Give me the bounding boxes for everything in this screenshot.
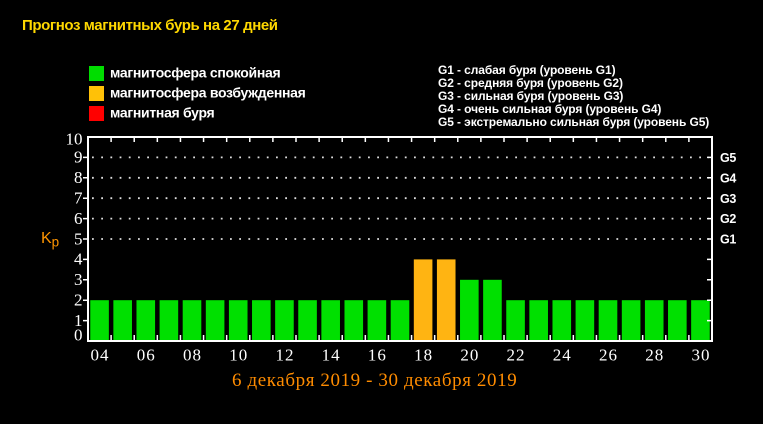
svg-text:22: 22: [507, 346, 526, 365]
svg-text:G4: G4: [720, 171, 736, 185]
svg-text:Прогноз магнитных бурь на 27 д: Прогноз магнитных бурь на 27 дней: [22, 17, 278, 34]
svg-text:G1 - слабая буря (уровень G1): G1 - слабая буря (уровень G1): [438, 63, 616, 77]
svg-text:6: 6: [74, 209, 83, 228]
svg-text:28: 28: [645, 346, 664, 365]
svg-text:14: 14: [322, 346, 341, 365]
svg-text:G2: G2: [720, 212, 736, 226]
svg-text:G1: G1: [720, 233, 736, 247]
svg-text:G2 - средняя буря (уровень G2): G2 - средняя буря (уровень G2): [438, 76, 623, 90]
svg-text:4: 4: [74, 250, 83, 269]
svg-text:0: 0: [74, 326, 83, 345]
svg-text:G5 - экстремально сильная буря: G5 - экстремально сильная буря (уровень …: [438, 115, 709, 129]
svg-text:10: 10: [66, 130, 83, 149]
svg-text:16: 16: [368, 346, 387, 365]
svg-text:18: 18: [414, 346, 433, 365]
svg-text:10: 10: [229, 346, 248, 365]
svg-text:20: 20: [460, 346, 479, 365]
svg-text:G3: G3: [720, 192, 736, 206]
svg-text:12: 12: [275, 346, 294, 365]
svg-text:8: 8: [74, 168, 83, 187]
svg-text:06: 06: [137, 346, 156, 365]
svg-text:04: 04: [91, 346, 110, 365]
svg-text:G4 - очень сильная буря (урове: G4 - очень сильная буря (уровень G4): [438, 102, 661, 116]
svg-text:9: 9: [74, 148, 83, 167]
svg-text:08: 08: [183, 346, 202, 365]
svg-text:30: 30: [691, 346, 710, 365]
svg-text:G5: G5: [720, 151, 736, 165]
svg-text:6 декабря 2019 - 30 декабря 20: 6 декабря 2019 - 30 декабря 2019: [232, 370, 517, 391]
svg-text:7: 7: [74, 189, 83, 208]
svg-text:магнитосфера возбужденная: магнитосфера возбужденная: [110, 85, 306, 101]
svg-text:1: 1: [74, 311, 83, 330]
svg-text:G3 - сильная буря (уровень G3): G3 - сильная буря (уровень G3): [438, 89, 623, 103]
svg-text:5: 5: [74, 229, 83, 248]
svg-text:26: 26: [599, 346, 618, 365]
svg-text:24: 24: [553, 346, 572, 365]
svg-text:Kp: Kp: [41, 230, 59, 250]
svg-text:3: 3: [74, 270, 83, 289]
svg-text:магнитная буря: магнитная буря: [110, 105, 215, 121]
svg-text:2: 2: [74, 291, 83, 310]
svg-text:магнитосфера спокойная: магнитосфера спокойная: [110, 65, 280, 81]
